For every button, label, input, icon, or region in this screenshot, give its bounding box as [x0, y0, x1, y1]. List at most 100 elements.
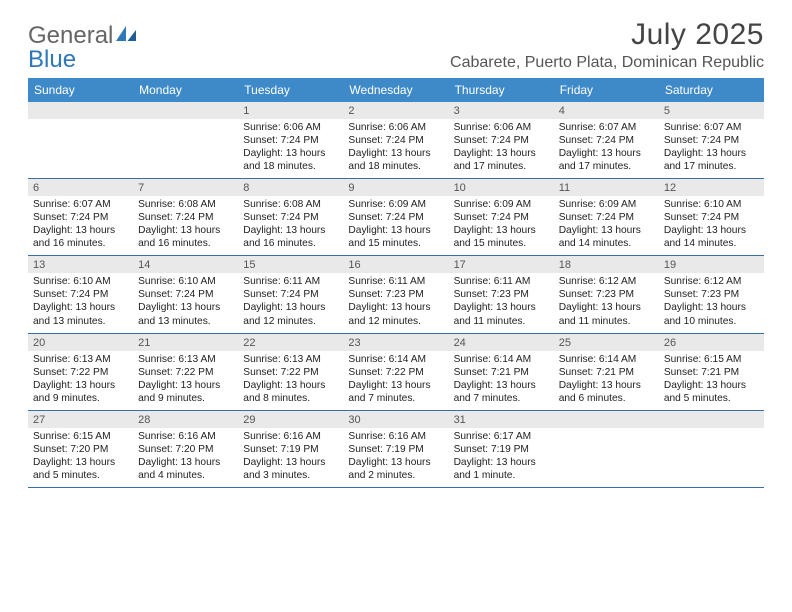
day-number: 11	[554, 179, 659, 196]
day-number: 7	[133, 179, 238, 196]
calendar-cell: 5Sunrise: 6:07 AMSunset: 7:24 PMDaylight…	[659, 102, 764, 178]
sunset-text: Sunset: 7:19 PM	[454, 443, 549, 456]
sunrise-text: Sunrise: 6:09 AM	[348, 198, 443, 211]
calendar-cell: 28Sunrise: 6:16 AMSunset: 7:20 PMDayligh…	[133, 411, 238, 487]
day-number: 16	[343, 256, 448, 273]
daylight-text: Daylight: 13 hours and 9 minutes.	[33, 379, 128, 405]
daylight-text: Daylight: 13 hours and 14 minutes.	[664, 224, 759, 250]
day-details: Sunrise: 6:06 AMSunset: 7:24 PMDaylight:…	[343, 119, 448, 178]
day-details: Sunrise: 6:15 AMSunset: 7:21 PMDaylight:…	[659, 351, 764, 410]
calendar-cell: 29Sunrise: 6:16 AMSunset: 7:19 PMDayligh…	[238, 411, 343, 487]
day-number: 13	[28, 256, 133, 273]
day-details: Sunrise: 6:11 AMSunset: 7:24 PMDaylight:…	[238, 273, 343, 332]
day-details: Sunrise: 6:09 AMSunset: 7:24 PMDaylight:…	[449, 196, 554, 255]
sunrise-text: Sunrise: 6:09 AM	[454, 198, 549, 211]
calendar-week: 13Sunrise: 6:10 AMSunset: 7:24 PMDayligh…	[28, 256, 764, 333]
daylight-text: Daylight: 13 hours and 13 minutes.	[138, 301, 233, 327]
day-number: 31	[449, 411, 554, 428]
sunrise-text: Sunrise: 6:11 AM	[348, 275, 443, 288]
calendar-cell: 12Sunrise: 6:10 AMSunset: 7:24 PMDayligh…	[659, 179, 764, 255]
daylight-text: Daylight: 13 hours and 17 minutes.	[559, 147, 654, 173]
day-number	[554, 411, 659, 428]
day-details: Sunrise: 6:11 AMSunset: 7:23 PMDaylight:…	[343, 273, 448, 332]
day-number: 22	[238, 334, 343, 351]
calendar-cell	[133, 102, 238, 178]
daylight-text: Daylight: 13 hours and 18 minutes.	[243, 147, 338, 173]
day-number: 20	[28, 334, 133, 351]
daylight-text: Daylight: 13 hours and 11 minutes.	[559, 301, 654, 327]
day-number: 18	[554, 256, 659, 273]
day-details: Sunrise: 6:07 AMSunset: 7:24 PMDaylight:…	[659, 119, 764, 178]
sunrise-text: Sunrise: 6:12 AM	[664, 275, 759, 288]
calendar-body: 1Sunrise: 6:06 AMSunset: 7:24 PMDaylight…	[28, 102, 764, 488]
sunrise-text: Sunrise: 6:16 AM	[348, 430, 443, 443]
day-details: Sunrise: 6:11 AMSunset: 7:23 PMDaylight:…	[449, 273, 554, 332]
sunrise-text: Sunrise: 6:06 AM	[243, 121, 338, 134]
calendar-week: 1Sunrise: 6:06 AMSunset: 7:24 PMDaylight…	[28, 102, 764, 179]
day-number	[133, 102, 238, 119]
day-number: 29	[238, 411, 343, 428]
calendar-week: 27Sunrise: 6:15 AMSunset: 7:20 PMDayligh…	[28, 411, 764, 488]
calendar-cell	[554, 411, 659, 487]
sunrise-text: Sunrise: 6:08 AM	[243, 198, 338, 211]
daylight-text: Daylight: 13 hours and 16 minutes.	[138, 224, 233, 250]
daylight-text: Daylight: 13 hours and 17 minutes.	[664, 147, 759, 173]
sunrise-text: Sunrise: 6:16 AM	[138, 430, 233, 443]
daylight-text: Daylight: 13 hours and 18 minutes.	[348, 147, 443, 173]
sunset-text: Sunset: 7:21 PM	[454, 366, 549, 379]
sunset-text: Sunset: 7:22 PM	[138, 366, 233, 379]
sunset-text: Sunset: 7:24 PM	[559, 134, 654, 147]
day-details: Sunrise: 6:12 AMSunset: 7:23 PMDaylight:…	[659, 273, 764, 332]
calendar-cell: 15Sunrise: 6:11 AMSunset: 7:24 PMDayligh…	[238, 256, 343, 332]
day-number: 5	[659, 102, 764, 119]
sunrise-text: Sunrise: 6:13 AM	[243, 353, 338, 366]
day-number: 24	[449, 334, 554, 351]
day-details: Sunrise: 6:06 AMSunset: 7:24 PMDaylight:…	[238, 119, 343, 178]
sunset-text: Sunset: 7:24 PM	[138, 288, 233, 301]
sunset-text: Sunset: 7:19 PM	[243, 443, 338, 456]
location-text: Cabarete, Puerto Plata, Dominican Republ…	[450, 54, 764, 72]
calendar-cell: 16Sunrise: 6:11 AMSunset: 7:23 PMDayligh…	[343, 256, 448, 332]
daylight-text: Daylight: 13 hours and 17 minutes.	[454, 147, 549, 173]
calendar-cell: 7Sunrise: 6:08 AMSunset: 7:24 PMDaylight…	[133, 179, 238, 255]
sunset-text: Sunset: 7:23 PM	[348, 288, 443, 301]
day-number: 17	[449, 256, 554, 273]
sunrise-text: Sunrise: 6:17 AM	[454, 430, 549, 443]
daylight-text: Daylight: 13 hours and 16 minutes.	[33, 224, 128, 250]
sunrise-text: Sunrise: 6:10 AM	[138, 275, 233, 288]
sunset-text: Sunset: 7:21 PM	[559, 366, 654, 379]
sunset-text: Sunset: 7:23 PM	[559, 288, 654, 301]
weekday-header: Tuesday	[238, 78, 343, 102]
day-number: 2	[343, 102, 448, 119]
sunset-text: Sunset: 7:24 PM	[243, 288, 338, 301]
daylight-text: Daylight: 13 hours and 16 minutes.	[243, 224, 338, 250]
day-details: Sunrise: 6:09 AMSunset: 7:24 PMDaylight:…	[343, 196, 448, 255]
day-number: 26	[659, 334, 764, 351]
day-number: 21	[133, 334, 238, 351]
calendar-cell: 10Sunrise: 6:09 AMSunset: 7:24 PMDayligh…	[449, 179, 554, 255]
calendar-cell: 4Sunrise: 6:07 AMSunset: 7:24 PMDaylight…	[554, 102, 659, 178]
day-details: Sunrise: 6:10 AMSunset: 7:24 PMDaylight:…	[133, 273, 238, 332]
sunrise-text: Sunrise: 6:07 AM	[33, 198, 128, 211]
day-details	[133, 119, 238, 177]
daylight-text: Daylight: 13 hours and 15 minutes.	[454, 224, 549, 250]
sunset-text: Sunset: 7:21 PM	[664, 366, 759, 379]
calendar-cell: 25Sunrise: 6:14 AMSunset: 7:21 PMDayligh…	[554, 334, 659, 410]
calendar-cell: 23Sunrise: 6:14 AMSunset: 7:22 PMDayligh…	[343, 334, 448, 410]
calendar-cell: 1Sunrise: 6:06 AMSunset: 7:24 PMDaylight…	[238, 102, 343, 178]
sunset-text: Sunset: 7:24 PM	[243, 211, 338, 224]
day-number	[659, 411, 764, 428]
sunrise-text: Sunrise: 6:10 AM	[33, 275, 128, 288]
day-details: Sunrise: 6:13 AMSunset: 7:22 PMDaylight:…	[28, 351, 133, 410]
calendar-cell: 31Sunrise: 6:17 AMSunset: 7:19 PMDayligh…	[449, 411, 554, 487]
sunset-text: Sunset: 7:24 PM	[138, 211, 233, 224]
brand-part2: Blue	[28, 46, 76, 73]
calendar-cell: 20Sunrise: 6:13 AMSunset: 7:22 PMDayligh…	[28, 334, 133, 410]
sunrise-text: Sunrise: 6:15 AM	[664, 353, 759, 366]
calendar-cell: 21Sunrise: 6:13 AMSunset: 7:22 PMDayligh…	[133, 334, 238, 410]
sunrise-text: Sunrise: 6:11 AM	[454, 275, 549, 288]
day-number: 23	[343, 334, 448, 351]
page-title: July 2025	[450, 18, 764, 52]
sunrise-text: Sunrise: 6:16 AM	[243, 430, 338, 443]
day-details	[554, 428, 659, 486]
